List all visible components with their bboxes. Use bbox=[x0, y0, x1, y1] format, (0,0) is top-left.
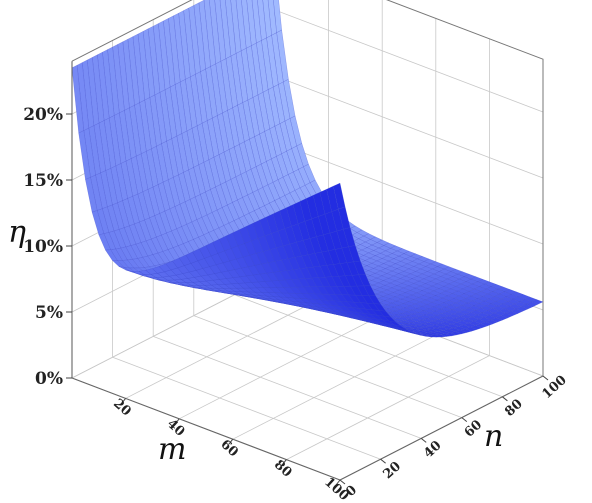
floor-gridline bbox=[286, 355, 490, 460]
z-tick-label: 5% bbox=[35, 303, 63, 323]
surface-patch bbox=[333, 182, 346, 210]
z-tick-label: 15% bbox=[23, 171, 63, 191]
z-tick-label: 0% bbox=[35, 369, 63, 389]
floor-gridline bbox=[234, 294, 503, 398]
floor-gridline bbox=[153, 336, 422, 439]
floor-gridline bbox=[125, 294, 329, 399]
y-axis-line bbox=[339, 375, 544, 481]
x-tick bbox=[282, 459, 287, 465]
y-tick bbox=[420, 438, 427, 443]
z-axis-label: η bbox=[8, 215, 26, 250]
x-tick bbox=[121, 398, 126, 404]
floor-gridline bbox=[112, 356, 381, 460]
x-axis-label: m bbox=[158, 432, 186, 467]
x-tick bbox=[174, 418, 180, 425]
surface-mesh bbox=[71, 0, 544, 338]
y-tick bbox=[380, 458, 386, 464]
y-tick bbox=[542, 375, 549, 381]
box-edge bbox=[71, 0, 544, 376]
y-tick bbox=[339, 479, 346, 485]
floor-gridline bbox=[193, 315, 462, 418]
z-tick-label: 20% bbox=[23, 105, 63, 125]
floor-gridline bbox=[232, 334, 436, 440]
y-tick bbox=[502, 396, 508, 402]
x-axis-line bbox=[71, 377, 341, 481]
z-tick-label: 10% bbox=[23, 237, 63, 257]
floor-gridline bbox=[179, 314, 383, 420]
x-tick bbox=[335, 479, 341, 486]
y-axis-label: n bbox=[484, 419, 503, 454]
x-tick bbox=[228, 438, 234, 445]
y-tick bbox=[461, 417, 468, 422]
